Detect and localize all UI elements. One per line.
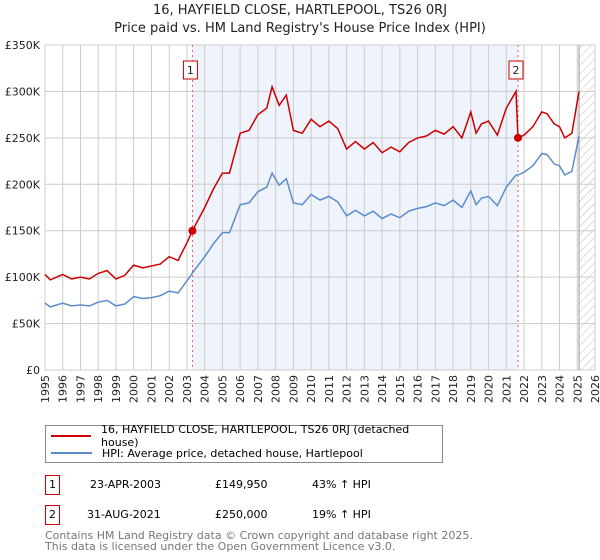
y-tick-label: £50K: [12, 318, 41, 331]
transaction-date: 31-AUG-2021: [87, 508, 161, 521]
x-tick-label: 2019: [465, 375, 478, 403]
legend-label: 16, HAYFIELD CLOSE, HARTLEPOOL, TS26 0RJ…: [101, 423, 410, 449]
x-tick-label: 2005: [216, 375, 229, 403]
legend-label: HPI: Average price, detached house, Hart…: [102, 446, 363, 460]
x-tick-label: 1997: [74, 375, 87, 403]
x-tick-label: 2004: [199, 375, 212, 403]
y-tick-label: £150K: [5, 225, 41, 238]
y-tick-label: £350K: [5, 39, 41, 52]
x-tick-label: 2001: [145, 375, 158, 403]
blue-line-swatch: [51, 452, 92, 454]
footer: Contains HM Land Registry data © Crown c…: [45, 530, 473, 552]
x-tick-label: 2008: [270, 375, 283, 403]
x-tick-label: 2014: [376, 375, 389, 403]
x-tick-label: 1995: [39, 375, 52, 403]
y-tick-label: £200K: [5, 178, 41, 191]
x-tick-label: 2012: [341, 375, 354, 403]
sale-point: [188, 226, 197, 235]
price-chart: 1 2 £0 £50K £100K £150K £200K £250K £300K £350K 19…: [5, 39, 600, 403]
annotation-box: [508, 60, 524, 80]
x-tick-label: 2006: [234, 375, 247, 403]
x-tick-label: 2023: [536, 375, 549, 403]
x-tick-label: 2010: [305, 375, 318, 403]
x-tick-label: 2026: [589, 375, 600, 403]
y-tick-label: £100K: [5, 271, 41, 284]
x-tick-label: 2013: [358, 375, 371, 403]
x-tick-label: 2000: [128, 375, 141, 403]
x-tick-label: 2020: [483, 375, 496, 403]
footer-licence: This data is licensed under the Open Gov…: [45, 540, 396, 553]
x-tick-label: 2011: [323, 375, 336, 403]
footer-copyright: Contains HM Land Registry data © Crown c…: [45, 529, 473, 542]
legend-item-property: 16, HAYFIELD CLOSE, HARTLEPOOL, TS26 0RJ…: [46, 423, 442, 449]
x-tick-label: 2018: [447, 375, 460, 403]
transaction-price: £149,950: [215, 478, 268, 491]
property-price-line: [44, 84, 580, 281]
x-tick-label: 1999: [110, 375, 123, 403]
legend-item-hpi: HPI: Average price, detached house, Hart…: [46, 445, 363, 461]
sale-point: [514, 133, 522, 142]
x-tick-label: 2016: [412, 375, 425, 403]
transaction-hpi-diff: 43% ↑ HPI: [312, 478, 371, 491]
chart-subtitle: Price paid vs. HM Land Registry's House …: [114, 21, 486, 36]
x-tick-label: 2009: [287, 375, 300, 403]
chart-legend: 16, HAYFIELD CLOSE, HARTLEPOOL, TS26 0RJ…: [45, 423, 443, 463]
red-line-swatch: [51, 435, 92, 437]
x-tick-label: 2022: [518, 375, 531, 403]
x-tick-label: 1996: [57, 375, 70, 403]
transaction-date: 23-APR-2003: [90, 478, 162, 491]
x-tick-label: 2025: [571, 375, 584, 403]
x-tick-label: 2024: [554, 375, 567, 403]
x-tick-label: 2021: [500, 375, 513, 403]
annotation-label: 2: [513, 64, 520, 77]
annotation-label: 1: [187, 64, 194, 77]
plot-border: [44, 44, 596, 371]
x-tick-label: 2007: [252, 375, 265, 403]
x-tick-label: 1998: [92, 375, 105, 403]
transaction-marker: 1: [45, 475, 60, 495]
x-tick-label: 2002: [163, 375, 176, 403]
ownership-period-shading: [192, 45, 518, 370]
annotation-box: [182, 60, 198, 80]
y-tick-label: £0: [26, 364, 40, 377]
future-hatch: [579, 45, 595, 370]
chart-title: 16, HAYFIELD CLOSE, HARTLEPOOL, TS26 0RJ: [152, 3, 448, 18]
x-tick-label: 2017: [429, 375, 442, 403]
transaction-hpi-diff: 19% ↑ HPI: [312, 508, 371, 521]
y-tick-label: £250K: [5, 132, 41, 145]
transaction-marker: 2: [45, 505, 60, 525]
hpi-line: [44, 135, 580, 308]
x-tick-label: 2015: [394, 375, 407, 403]
x-tick-label: 2003: [181, 375, 194, 403]
transaction-price: £250,000: [215, 508, 268, 521]
y-tick-label: £300K: [5, 85, 41, 98]
